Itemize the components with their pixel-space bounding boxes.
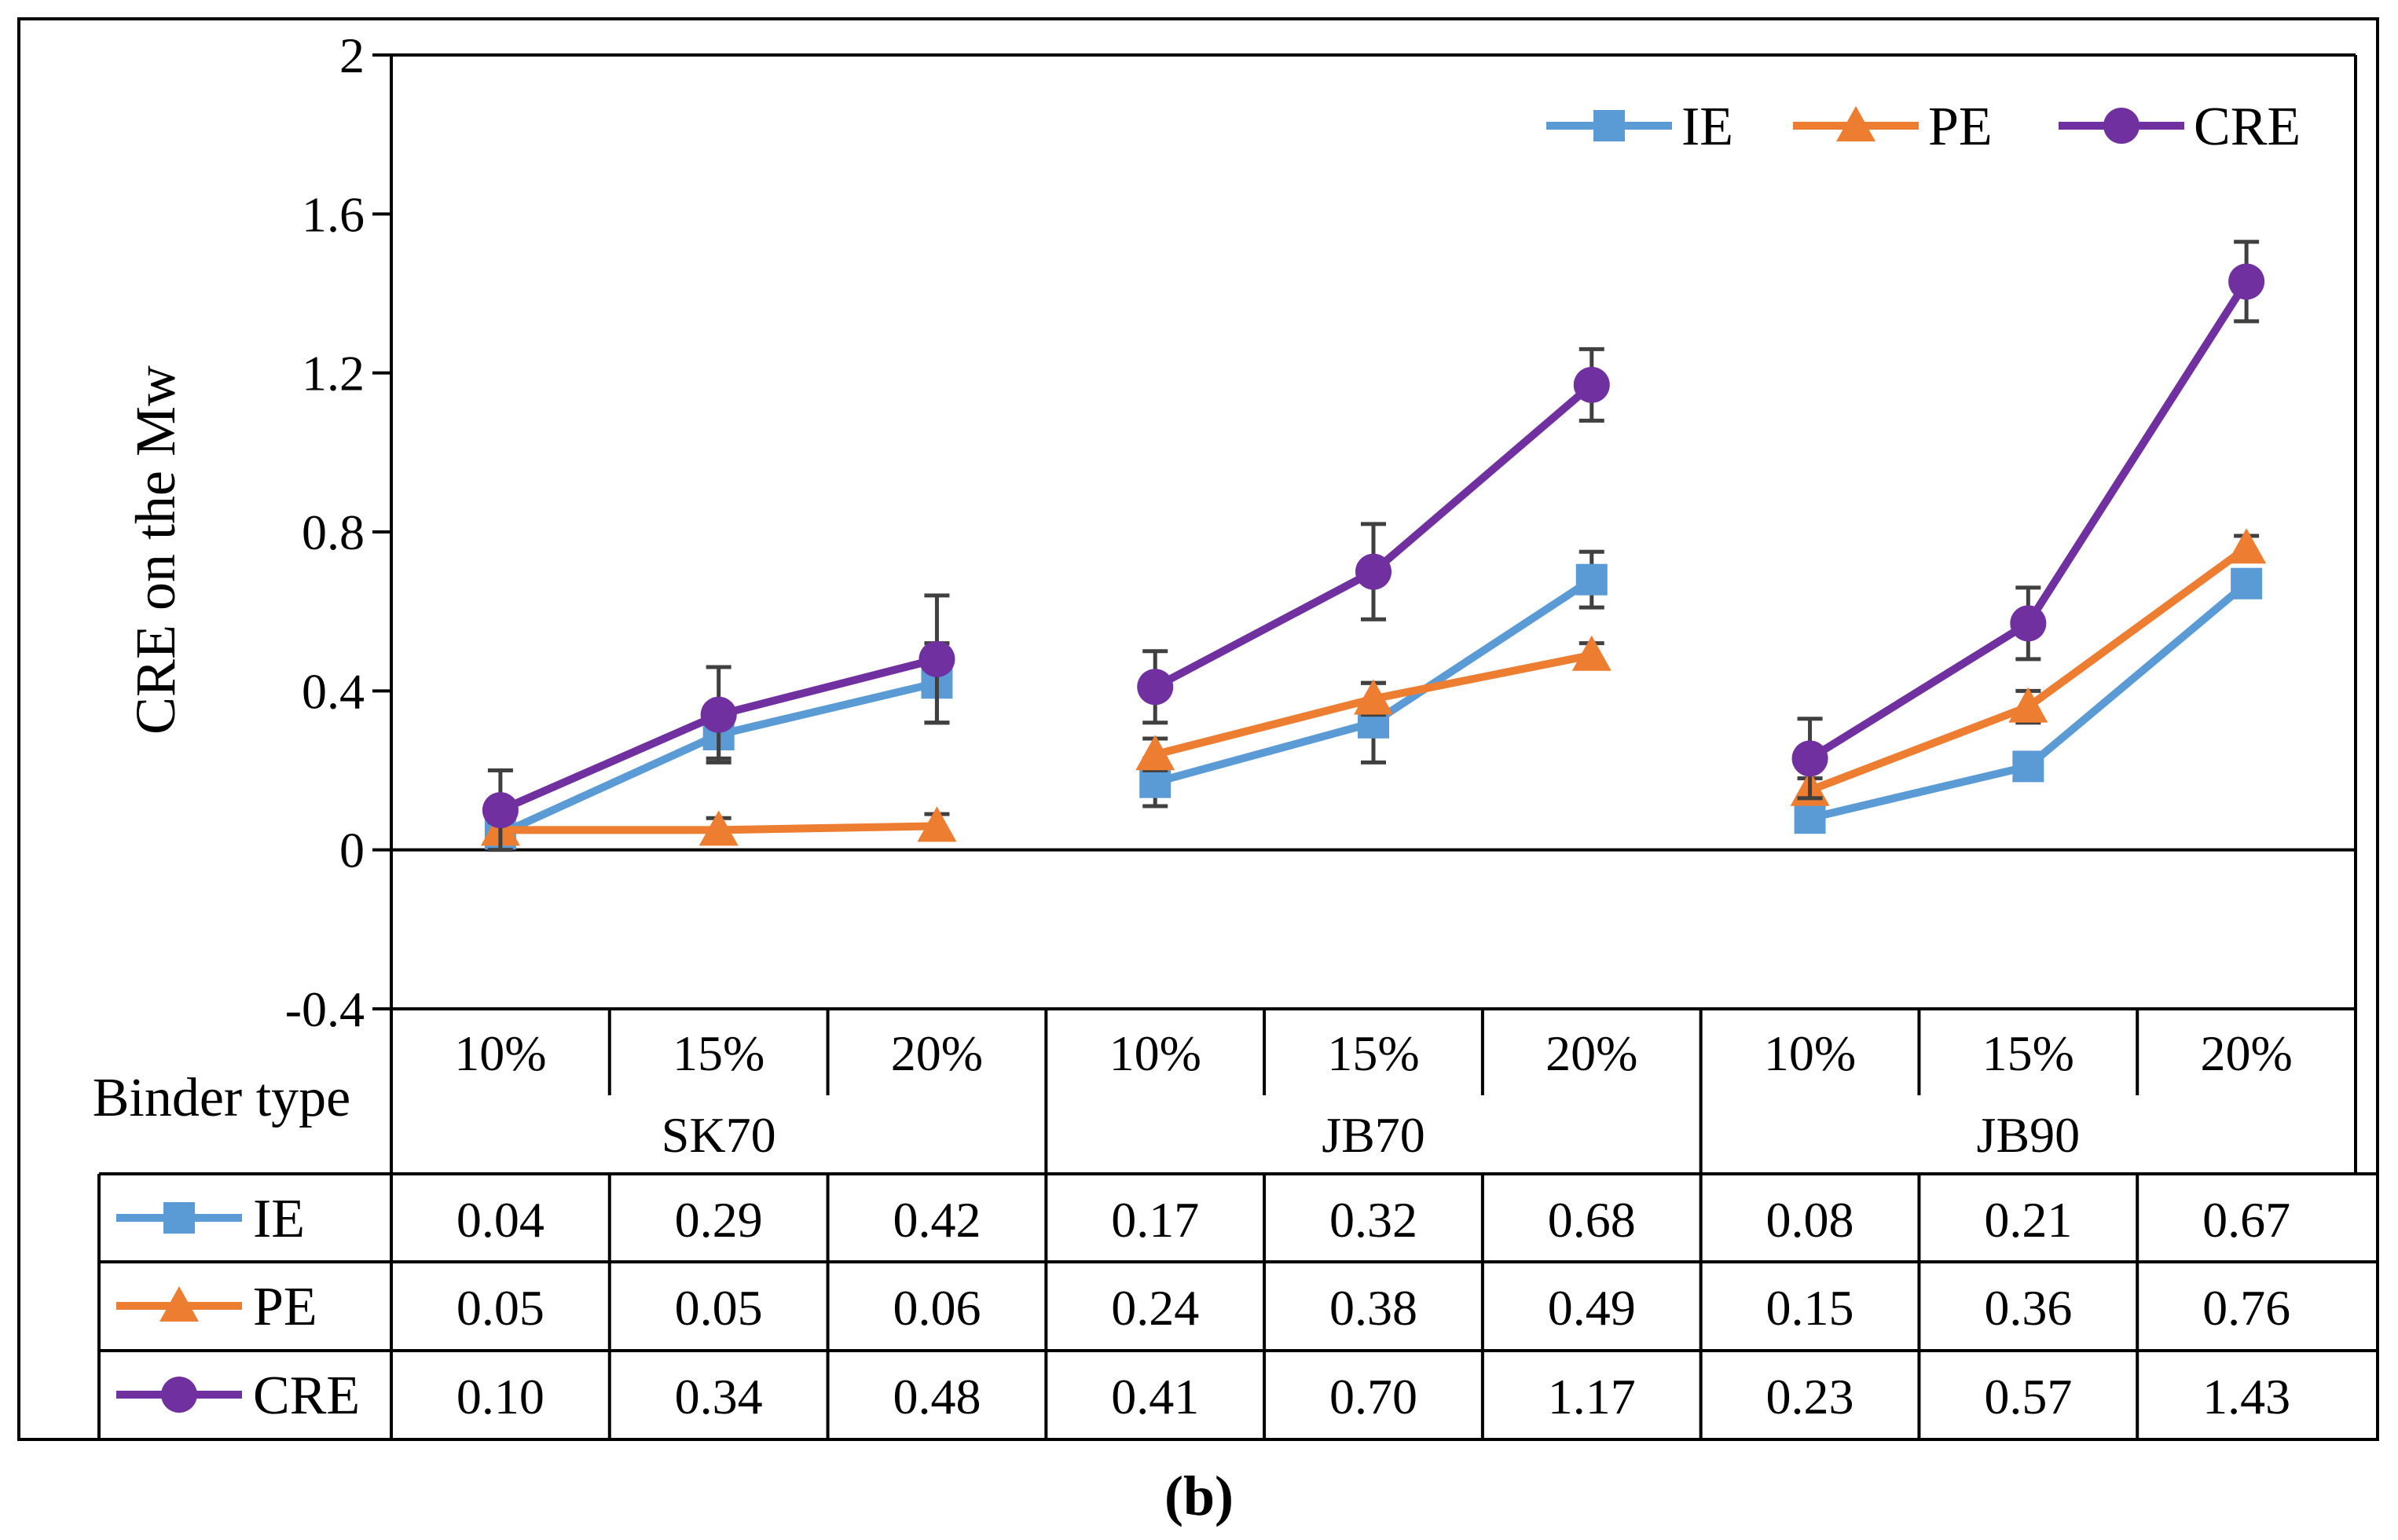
data-point [1794,802,1826,834]
y-tick-label: 1.2 [302,346,365,402]
legend-item-pe: PE [1793,97,1993,157]
table-row-cre: CRE 0.10 0.34 0.48 0.41 0.70 1.17 0.23 0.57 1.43 [116,1366,2290,1426]
legend-marker [1593,110,1625,141]
data-point [917,806,957,842]
y-tick-label: 0.4 [302,663,365,719]
legend-label: IE [1681,97,1733,157]
data-point [1137,669,1174,706]
table-cell-value: 0.17 [1111,1192,1199,1248]
y-axis-label: CRE on the Mw [124,365,187,735]
table-cell-value: 0.34 [675,1369,763,1424]
group-label: SK70 [662,1107,776,1163]
legend-item-cre: CRE [2059,97,2301,157]
table-dividers [607,1009,2140,1439]
data-point [1791,740,1828,777]
table-series-name: CRE [253,1366,360,1426]
binder-type-label: Binder type [93,1068,351,1128]
data-point [2228,263,2265,300]
data-point [2231,567,2263,600]
y-tick-label: 2 [339,28,365,83]
series-pe [480,528,2267,846]
table-cell-value: 0.57 [1984,1369,2072,1424]
data-point [2008,687,2048,723]
legend-item-ie: IE [1546,97,1733,157]
table-cell-value: 0.06 [893,1280,981,1336]
table-cell-value: 0.05 [675,1280,763,1336]
table-legend-marker [160,1286,199,1322]
data-point [1575,563,1608,596]
y-tick-label: -0.4 [285,981,365,1037]
table-row-pe: PE 0.05 0.05 0.06 0.24 0.38 0.49 0.15 0.36 0.76 [116,1277,2290,1337]
category-label: 15% [1327,1025,1419,1081]
table-cell-value: 0.68 [1548,1192,1636,1248]
category-label: 15% [673,1025,764,1081]
data-point [2012,750,2044,783]
table-cell-value: 0.24 [1111,1280,1199,1336]
table-cell-value: 0.49 [1548,1280,1636,1336]
table-cell-value: 0.23 [1766,1369,1854,1424]
category-label: 10% [1109,1025,1201,1081]
series-layer [480,240,2267,852]
y-axis: -0.4 0 0.4 0.8 1.2 1.6 2 [285,28,2356,1037]
table-cell-value: 0.29 [675,1192,763,1248]
table-cell-value: 0.08 [1766,1192,1854,1248]
table-cell-value: 0.48 [893,1369,981,1424]
data-point [698,810,739,846]
category-label: 20% [2200,1025,2292,1081]
table-legend-marker [161,1377,197,1413]
table-series-name: IE [253,1189,305,1249]
category-labels: 10% 15% 20% SK70 10% 15% 20% JB70 10% 15% 20% JB90 [454,1025,2293,1163]
data-point [918,640,955,677]
table-cell-value: 0.42 [893,1192,981,1248]
data-point [482,792,519,829]
table-cell-value: 0.21 [1984,1192,2072,1248]
table-cell-value: 0.67 [2202,1192,2290,1248]
data-point [2010,605,2047,642]
legend-label: PE [1928,97,1993,157]
y-tick-label: 0.8 [302,504,365,560]
category-label: 10% [1764,1025,1856,1081]
table-cell-value: 0.41 [1111,1369,1199,1424]
data-point [1573,366,1610,403]
table-cell-value: 0.10 [456,1369,544,1424]
table-cell-value: 0.15 [1766,1280,1854,1336]
category-label: 20% [1546,1025,1637,1081]
series-cre [482,240,2265,852]
figure-caption: (b) [1164,1465,1234,1527]
chart-frame [17,17,2379,1441]
data-point [1135,735,1175,771]
category-label: 10% [454,1025,546,1081]
y-tick-label: 0 [339,823,365,878]
y-tick-label: 1.6 [302,186,365,242]
table-cell-value: 0.04 [456,1192,544,1248]
data-table: IE 0.04 0.29 0.42 0.17 0.32 0.68 0.08 0.21 0.67 PE… [116,1189,2290,1426]
table-legend-marker [163,1202,195,1234]
legend-label: CRE [2194,97,2301,157]
table-cell-value: 0.76 [2202,1280,2290,1336]
data-point [2227,528,2267,564]
series-line [1807,279,2250,762]
data-point [1354,679,1393,715]
legend-marker [1836,106,1876,141]
table-cell-value: 1.17 [1548,1369,1636,1424]
table-cell-value: 1.43 [2202,1369,2290,1424]
data-point [1355,553,1392,590]
data-point [1571,635,1612,671]
table-cell-value: 0.32 [1329,1192,1417,1248]
category-label: 15% [1982,1025,2074,1081]
table-cell-value: 0.36 [1984,1280,2072,1336]
category-label: 20% [891,1025,983,1081]
table-cell-value: 0.05 [456,1280,544,1336]
legend-marker [2103,108,2140,144]
table-row-ie: IE 0.04 0.29 0.42 0.17 0.32 0.68 0.08 0.21 0.67 [116,1189,2290,1249]
table-series-name: PE [253,1277,317,1337]
group-label: JB90 [1977,1107,2081,1163]
table-cell-value: 0.70 [1329,1369,1417,1424]
table-cell-value: 0.38 [1329,1280,1417,1336]
legend: IE PE CRE [1546,97,2301,157]
data-point [700,696,737,733]
group-label: JB70 [1322,1107,1425,1163]
